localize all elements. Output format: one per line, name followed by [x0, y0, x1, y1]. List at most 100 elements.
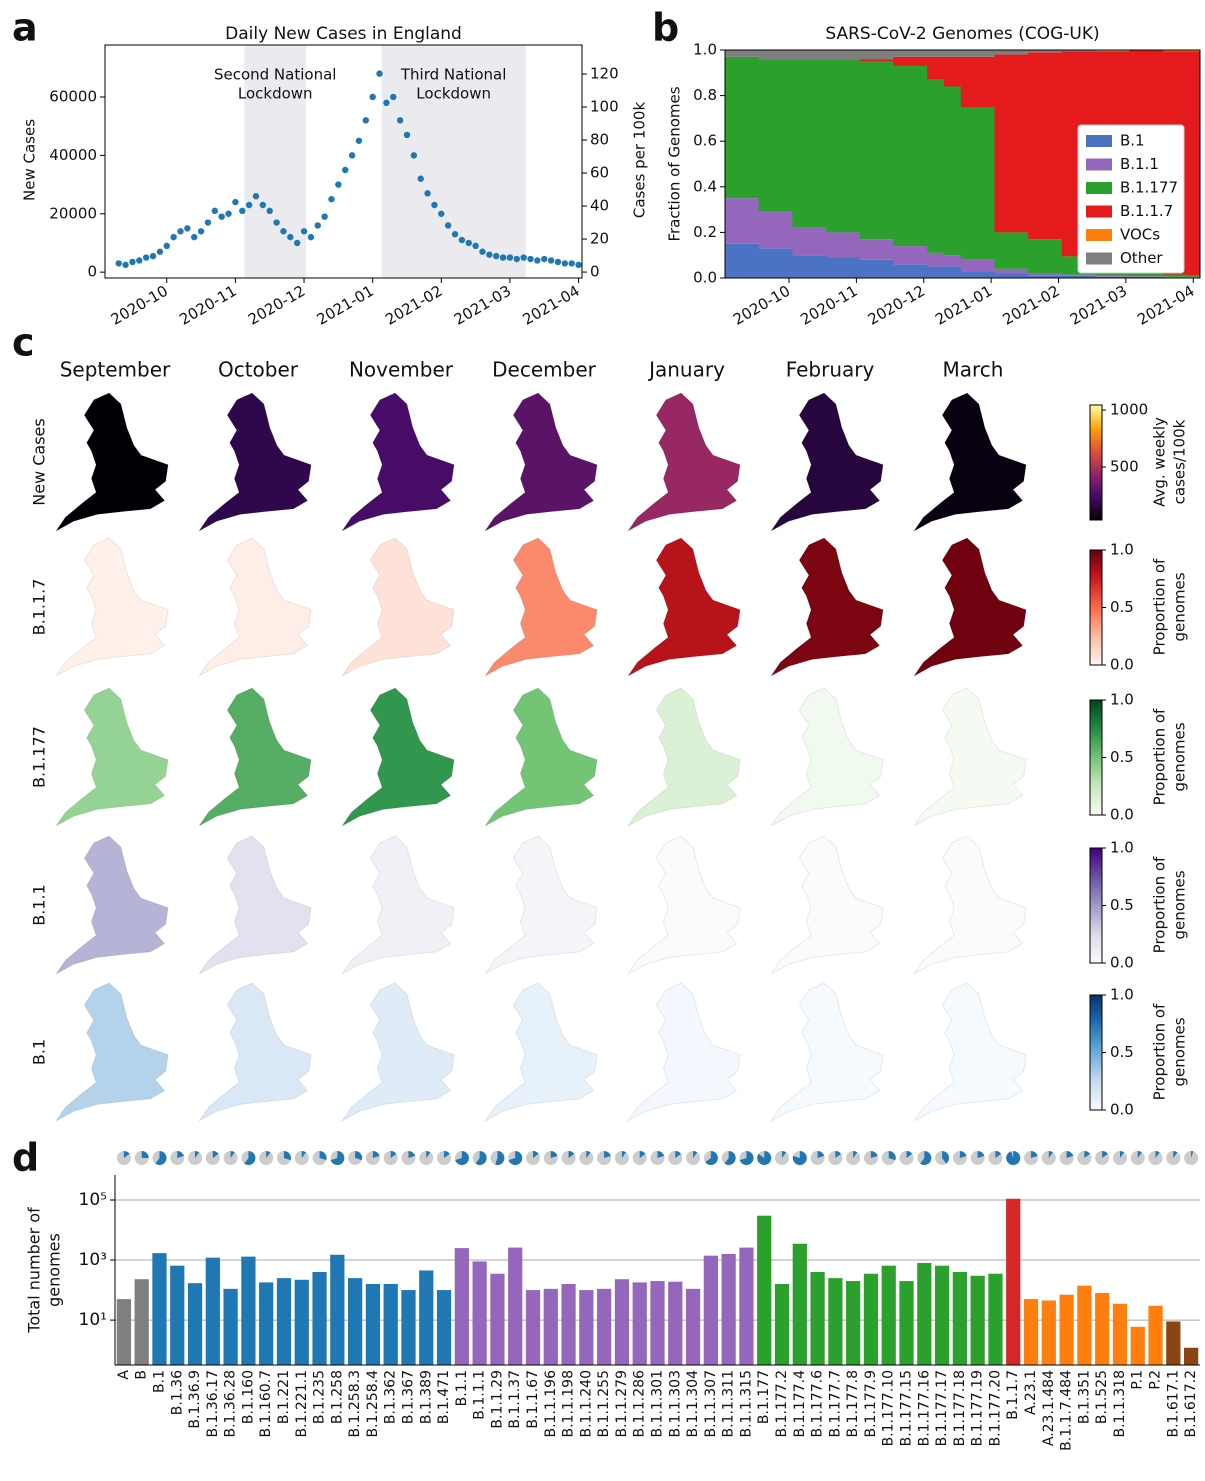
x-tick-label: B.1.160: [240, 1370, 256, 1424]
y-axis-label: genomes: [45, 1233, 64, 1307]
x-tick-label: B.1.1.301: [650, 1370, 666, 1438]
y-tick-label: 10¹: [79, 1310, 107, 1330]
area-step: [944, 267, 961, 278]
x-tick-label: B.1.258: [329, 1370, 345, 1424]
month-header: February: [786, 358, 875, 382]
y-axis-label: New Cases: [21, 119, 39, 201]
bar: [1148, 1306, 1162, 1365]
y-axis-label: Total number of: [25, 1207, 44, 1334]
x-tick-label: B.1.1.37: [507, 1370, 523, 1429]
y-tick-label: 80: [590, 131, 609, 149]
area-step: [725, 244, 759, 278]
x-tick-label: B.1.177.17: [934, 1370, 950, 1446]
point: [301, 228, 307, 234]
legend-label: B.1: [1120, 132, 1145, 150]
area-step: [961, 271, 995, 278]
area-step: [792, 59, 826, 228]
point: [225, 211, 231, 217]
area-step: [860, 239, 894, 260]
point: [493, 253, 499, 259]
area-step: [860, 260, 894, 278]
area-step: [995, 50, 1029, 55]
y-tick-label: 20: [590, 230, 609, 248]
area-step: [944, 86, 961, 255]
colorbar-tick-label: 1.0: [1110, 839, 1134, 857]
area-step: [792, 255, 826, 278]
point: [191, 234, 197, 240]
point: [500, 254, 506, 260]
point: [342, 167, 348, 173]
x-tick-label: 2020-10: [730, 282, 793, 329]
month-header: October: [218, 358, 299, 382]
region-map: [914, 836, 1026, 974]
area-step: [792, 50, 826, 59]
region-map: [342, 538, 454, 676]
colorbar-label: Proportion of: [1151, 708, 1169, 805]
point: [472, 243, 478, 249]
point: [520, 254, 526, 260]
annotation: Lockdown: [238, 85, 313, 103]
bar: [224, 1289, 238, 1365]
bar: [1024, 1299, 1038, 1365]
point: [459, 237, 465, 243]
point: [205, 219, 211, 225]
area-step: [927, 80, 944, 253]
panel-label: c: [12, 321, 35, 365]
bar: [1077, 1286, 1091, 1365]
region-map: [771, 688, 883, 826]
region-map: [628, 538, 740, 676]
x-tick-label: B.1.177.8: [845, 1370, 861, 1438]
x-tick-label: B.1.617.2: [1183, 1370, 1199, 1438]
area-step: [725, 198, 759, 244]
x-tick-label: 2020-11: [797, 282, 860, 329]
x-tick-label: B.1.36.9: [187, 1370, 203, 1429]
x-tick-label: B.1.1.67: [525, 1370, 541, 1429]
region-map: [485, 538, 597, 676]
x-tick-label: B.1.36.28: [223, 1370, 239, 1438]
month-header: January: [647, 358, 725, 382]
x-tick-label: 2021-04: [520, 282, 583, 329]
area-step: [1187, 51, 1201, 276]
x-tick-label: 2021-03: [1067, 282, 1130, 329]
x-tick-label: B.1.1.303: [667, 1370, 683, 1438]
y-tick-label: 20000: [49, 204, 97, 222]
area-step: [1187, 276, 1201, 277]
point: [349, 152, 355, 158]
bar: [526, 1290, 540, 1365]
region-map: [914, 393, 1026, 531]
colorbar-label: Proportion of: [1151, 558, 1169, 655]
colorbar-label: Proportion of: [1151, 1003, 1169, 1100]
colorbar-label: Avg. weekly: [1151, 417, 1169, 507]
x-tick-label: B.1.1.304: [685, 1370, 701, 1438]
area-step: [927, 57, 944, 80]
area-step: [927, 253, 944, 267]
y-tick-label: 120: [590, 65, 619, 83]
point: [280, 228, 286, 234]
point: [294, 240, 300, 246]
bar: [988, 1274, 1002, 1365]
point: [136, 257, 142, 263]
point: [170, 234, 176, 240]
bar: [633, 1282, 647, 1365]
x-tick-label: B.1.177.2: [774, 1370, 790, 1438]
region-map: [199, 393, 311, 531]
legend-swatch: [1086, 159, 1112, 171]
bar: [757, 1216, 771, 1365]
bar: [846, 1281, 860, 1365]
point: [548, 257, 554, 263]
x-tick-label: B.1.177.10: [881, 1370, 897, 1446]
x-tick-label: B.1.525: [1094, 1370, 1110, 1424]
point: [321, 213, 327, 219]
region-map: [628, 836, 740, 974]
y-tick-label: 60: [590, 164, 609, 182]
x-tick-label: B.1.1.198: [561, 1370, 577, 1438]
bar: [384, 1284, 398, 1365]
region-map: [199, 688, 311, 826]
x-tick-label: B.1.160.7: [258, 1370, 274, 1438]
bar: [917, 1263, 931, 1365]
row-label: B.1.1: [30, 884, 49, 926]
point: [534, 257, 540, 263]
area-step: [893, 246, 927, 264]
legend-label: B.1.177: [1120, 179, 1178, 197]
x-tick-label: B.1.177.6: [810, 1370, 826, 1438]
